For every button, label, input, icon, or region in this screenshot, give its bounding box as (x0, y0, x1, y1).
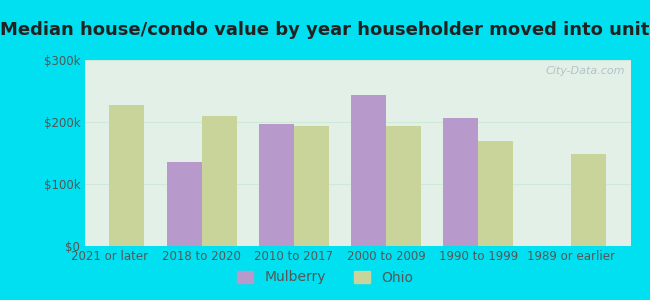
Bar (202, 116, 237, 246)
Text: Median house/condo value by year householder moved into unit: Median house/condo value by year househo… (0, 21, 650, 39)
Bar (259, 124, 294, 246)
Bar (478, 141, 514, 246)
Legend: Mulberry, Ohio: Mulberry, Ohio (231, 265, 419, 290)
Bar (571, 154, 606, 246)
Bar (351, 95, 386, 246)
Text: City-Data.com: City-Data.com (545, 66, 625, 76)
Bar (109, 105, 144, 246)
Bar (166, 162, 202, 246)
Bar (386, 126, 421, 246)
Bar (443, 118, 478, 246)
Bar (294, 126, 329, 246)
